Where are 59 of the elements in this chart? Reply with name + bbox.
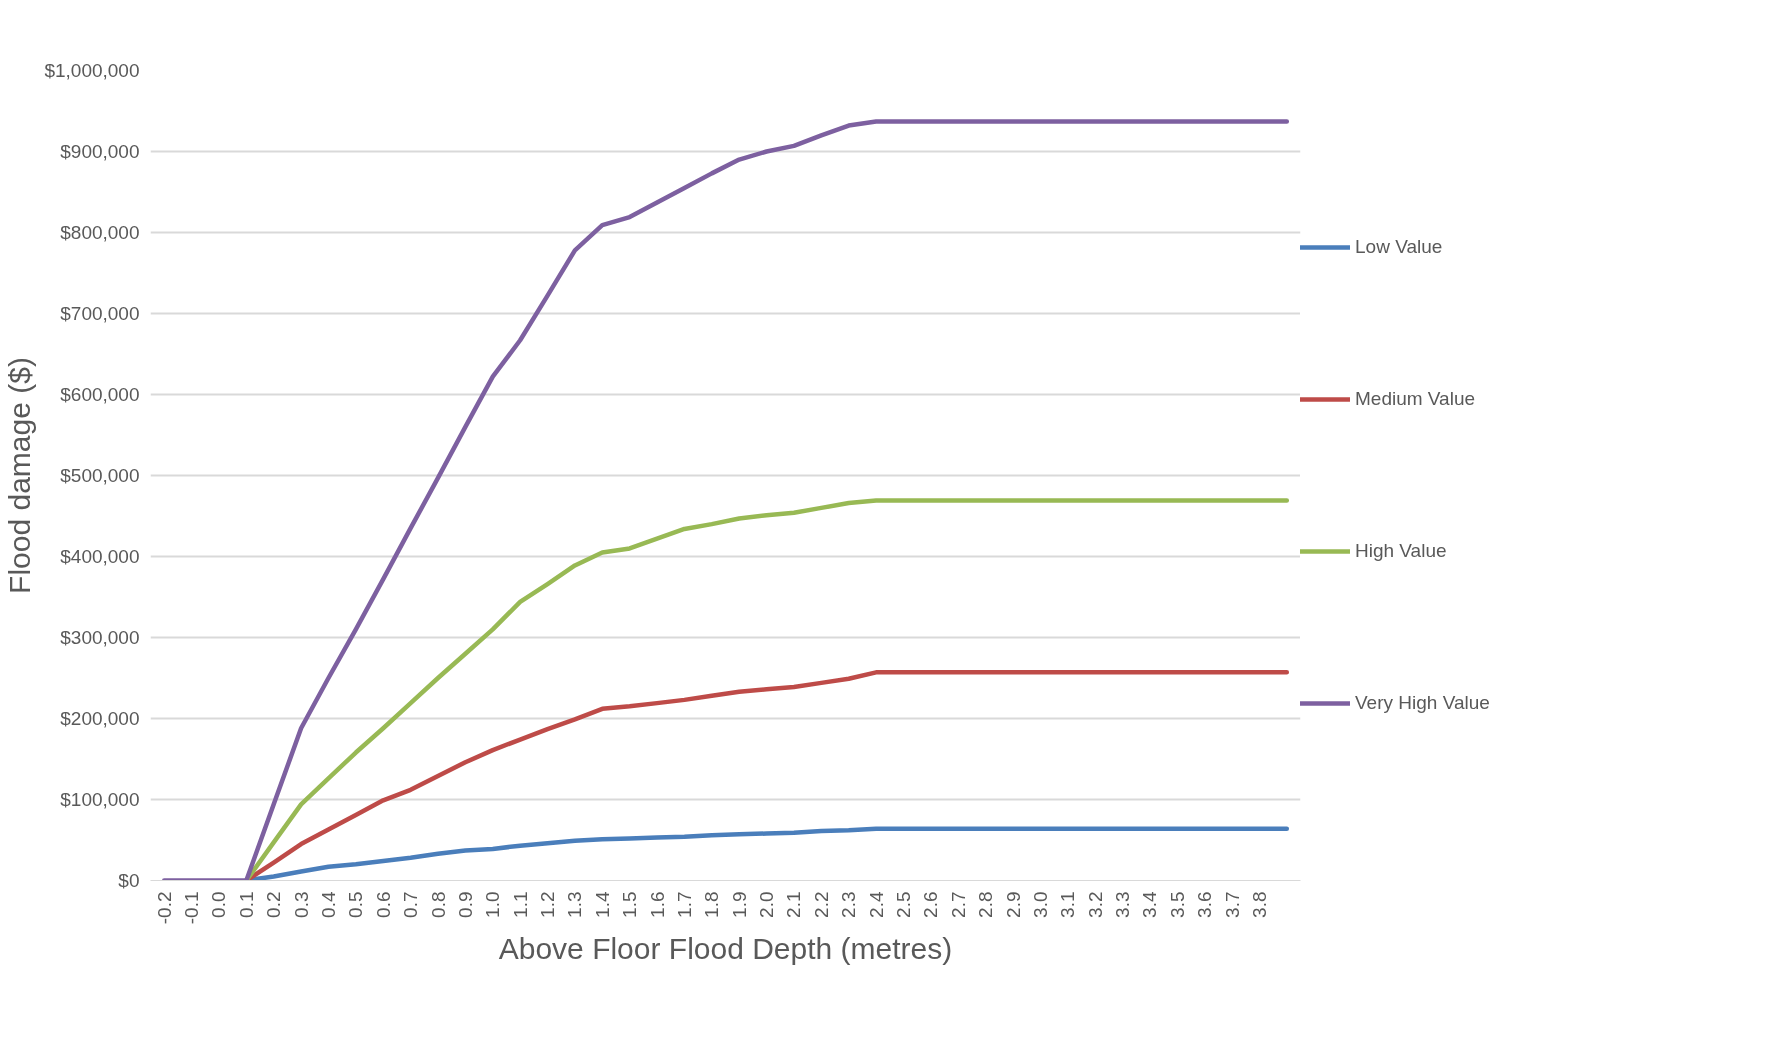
x-tick-label: 2.5 xyxy=(892,891,914,918)
y-tick-label: $400,000 xyxy=(60,546,140,567)
x-tick-label: -0.1 xyxy=(181,891,203,925)
x-tick-label: 1.0 xyxy=(482,891,504,918)
x-tick-label: 2.9 xyxy=(1002,891,1024,918)
x-tick-label: 0.7 xyxy=(400,891,422,918)
x-tick-label: 3.2 xyxy=(1084,891,1106,918)
x-tick-label: 0.6 xyxy=(372,891,394,918)
x-tick-label: 1.9 xyxy=(728,891,750,918)
y-tick-label: $1,000,000 xyxy=(44,60,140,81)
x-tick-label: 1.6 xyxy=(646,891,668,918)
x-tick-label: 0.4 xyxy=(317,891,339,918)
y-tick-label: $300,000 xyxy=(60,627,140,648)
x-tick-label: 3.1 xyxy=(1057,891,1079,918)
x-tick-label: 1.1 xyxy=(509,891,531,918)
x-tick-label: 3.0 xyxy=(1029,891,1051,918)
y-tick-label: $100,000 xyxy=(60,789,140,810)
x-tick-label: 2.1 xyxy=(783,891,805,918)
legend-label: Very High Value xyxy=(1355,692,1490,714)
x-tick-label: 3.7 xyxy=(1221,891,1243,918)
legend-label: High Value xyxy=(1355,540,1447,562)
y-tick-label: $600,000 xyxy=(60,384,140,405)
x-tick-label: 1.4 xyxy=(591,891,613,918)
x-tick-label: 2.6 xyxy=(920,891,942,918)
x-tick-label: 3.4 xyxy=(1139,891,1161,918)
x-axis-title: Above Floor Flood Depth (metres) xyxy=(498,932,953,966)
x-tick-label: 0.8 xyxy=(427,891,449,918)
x-tick-label: 2.4 xyxy=(865,891,887,918)
legend-label: Medium Value xyxy=(1355,388,1476,410)
x-tick-label: 3.5 xyxy=(1166,891,1188,918)
y-axis-title: Flood damage ($) xyxy=(3,357,37,594)
x-tick-label: 1.3 xyxy=(564,891,586,918)
y-tick-label: $200,000 xyxy=(60,708,140,729)
x-tick-label: -0.2 xyxy=(153,891,175,925)
x-tick-label: 0.3 xyxy=(290,891,312,918)
y-tick-label: $700,000 xyxy=(60,303,140,324)
y-tick-label: $800,000 xyxy=(60,222,140,243)
x-tick-label: 3.8 xyxy=(1248,891,1270,918)
legend-label: Low Value xyxy=(1355,236,1443,258)
x-tick-label: 1.7 xyxy=(673,891,695,918)
x-tick-label: 0.0 xyxy=(208,891,230,918)
x-tick-label: 2.3 xyxy=(838,891,860,918)
x-tick-label: 0.2 xyxy=(263,891,285,918)
x-tick-label: 0.9 xyxy=(454,891,476,918)
x-tick-label: 3.3 xyxy=(1112,891,1134,918)
y-tick-label: $900,000 xyxy=(60,141,140,162)
x-tick-label: 3.6 xyxy=(1194,891,1216,918)
x-tick-label: 2.8 xyxy=(975,891,997,918)
x-tick-label: 2.7 xyxy=(947,891,969,918)
x-tick-label: 1.5 xyxy=(619,891,641,918)
line-series xyxy=(161,119,1290,881)
x-tick-label: 1.2 xyxy=(537,891,559,918)
x-tick-label: 0.5 xyxy=(345,891,367,918)
x-tick-label: 1.8 xyxy=(701,891,723,918)
x-tick-label: 2.0 xyxy=(756,891,778,918)
y-tick-label: $0 xyxy=(118,870,140,891)
x-tick-label: 0.1 xyxy=(235,891,257,918)
y-tick-label: $500,000 xyxy=(60,465,140,486)
x-tick-label: 2.2 xyxy=(810,891,832,918)
